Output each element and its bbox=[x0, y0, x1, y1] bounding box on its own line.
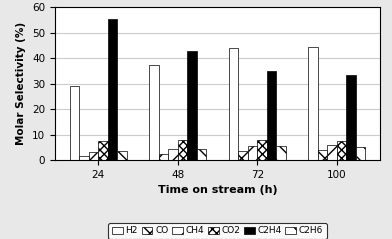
Bar bbox=[149, 65, 159, 160]
Bar bbox=[327, 145, 337, 160]
Bar bbox=[229, 48, 238, 160]
Bar bbox=[276, 146, 286, 160]
Bar bbox=[98, 141, 108, 160]
Bar bbox=[238, 151, 248, 160]
Bar bbox=[356, 147, 365, 160]
Legend: H2, CO, CH4, CO2, C2H4, C2H6: H2, CO, CH4, CO2, C2H4, C2H6 bbox=[109, 223, 327, 239]
Bar bbox=[89, 152, 98, 160]
Bar bbox=[347, 75, 356, 160]
X-axis label: Time on stream (h): Time on stream (h) bbox=[158, 185, 278, 196]
Bar bbox=[318, 150, 327, 160]
Bar bbox=[267, 71, 276, 160]
Bar bbox=[70, 86, 79, 160]
Bar bbox=[257, 140, 267, 160]
Bar bbox=[337, 141, 347, 160]
Bar bbox=[159, 154, 168, 160]
Bar bbox=[117, 151, 127, 160]
Bar bbox=[308, 47, 318, 160]
Bar bbox=[108, 19, 117, 160]
Bar bbox=[168, 149, 178, 160]
Bar bbox=[248, 146, 257, 160]
Bar bbox=[79, 156, 89, 160]
Bar bbox=[187, 50, 197, 160]
Bar bbox=[197, 149, 207, 160]
Y-axis label: Molar Selectivity (%): Molar Selectivity (%) bbox=[16, 22, 27, 145]
Bar bbox=[178, 140, 187, 160]
